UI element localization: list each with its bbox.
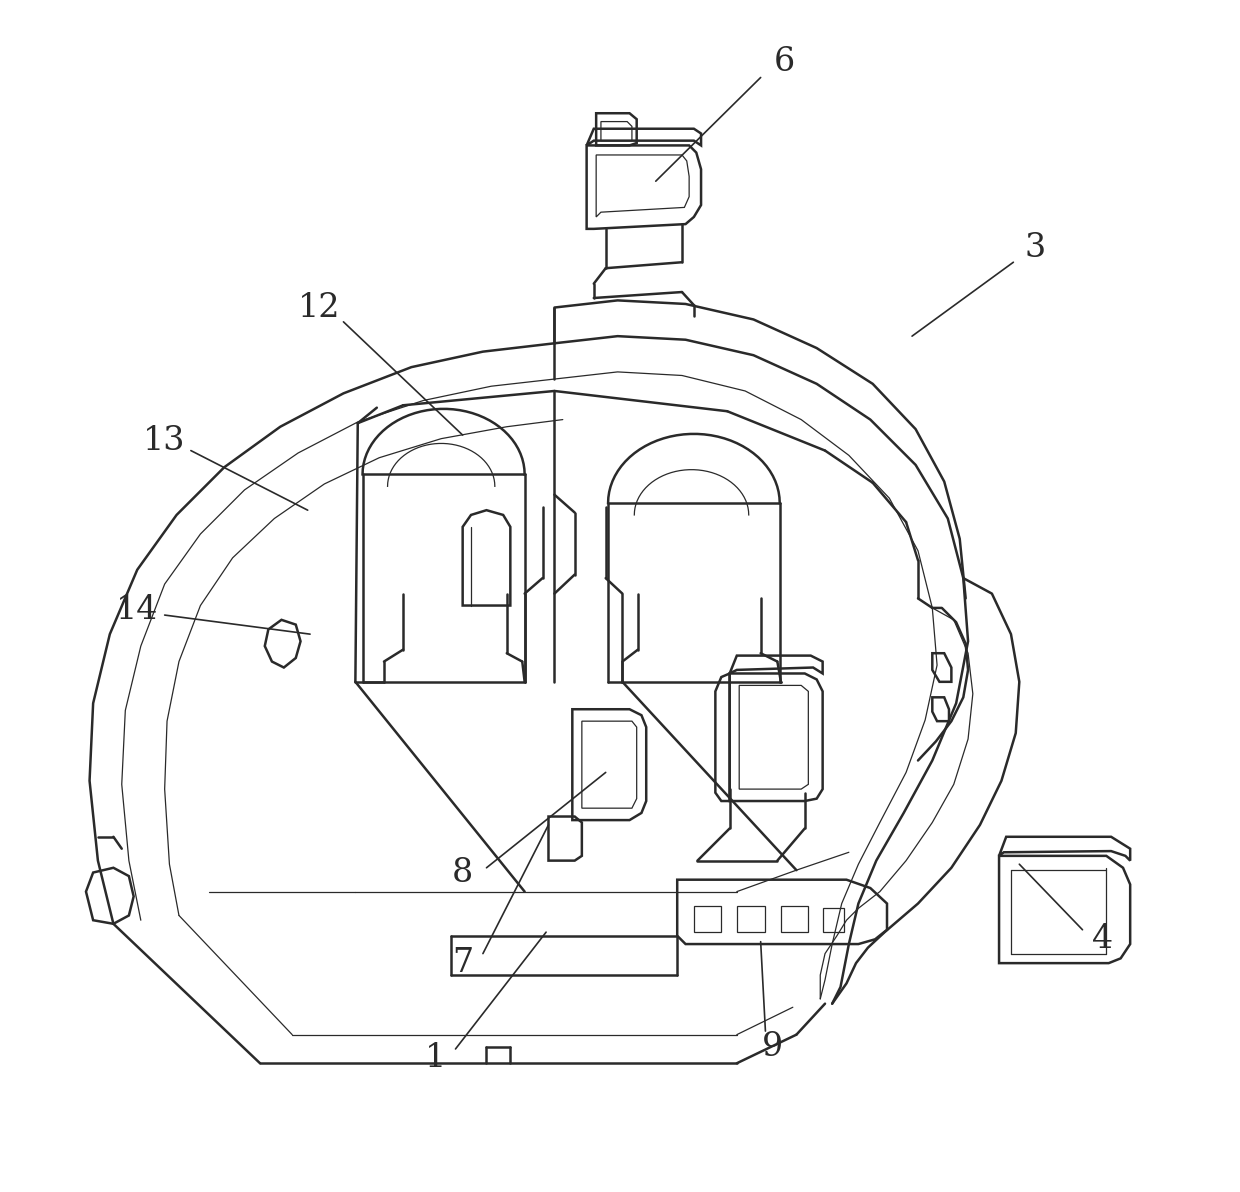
Text: 9: 9 <box>761 1031 784 1062</box>
Text: 3: 3 <box>1024 232 1045 263</box>
Text: 6: 6 <box>774 46 795 77</box>
Text: 8: 8 <box>453 857 474 888</box>
Text: 12: 12 <box>299 292 341 323</box>
Text: 7: 7 <box>453 948 474 979</box>
Text: 14: 14 <box>117 595 159 626</box>
Text: 4: 4 <box>1092 924 1114 955</box>
Text: 1: 1 <box>424 1043 446 1074</box>
Text: 13: 13 <box>144 426 186 457</box>
